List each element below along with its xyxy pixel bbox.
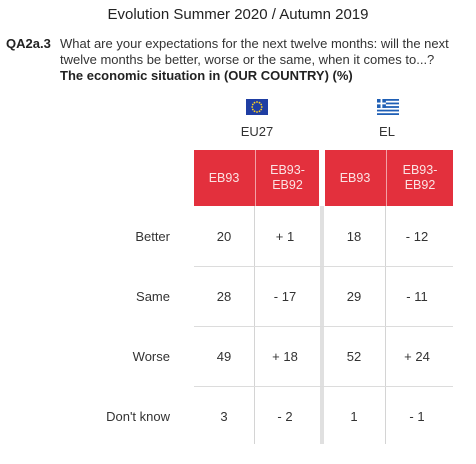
table-cell: - 12 (405, 229, 429, 244)
table-cell: + 18 (272, 349, 298, 364)
table-cell: + 1 (275, 229, 295, 244)
table-cell: - 11 (406, 289, 428, 304)
table-cell: 20 (216, 229, 232, 244)
question-code: QA2a.3 (6, 36, 51, 51)
header-block-eu27: EB93 EB93- EB92 (194, 150, 319, 206)
row-divider (194, 266, 453, 267)
row-divider (194, 386, 453, 387)
column-header-eu-eb93: EB93 (208, 170, 240, 185)
row-label: Same (136, 289, 170, 304)
group-label-el: EL (379, 124, 395, 139)
column-header-el-diff: EB93- EB92 (402, 163, 438, 192)
question-text: What are your expectations for the next … (60, 36, 449, 67)
header-block-el: EB93 EB93- EB92 (325, 150, 453, 206)
eu-flag-icon (246, 99, 268, 115)
table-cell: 1 (350, 409, 358, 424)
table-cell: - 2 (277, 409, 293, 424)
row-label: Worse (132, 349, 170, 364)
group-label-eu27: EU27 (240, 124, 274, 139)
table-cell: - 1 (409, 409, 425, 424)
table-cell: - 17 (273, 289, 297, 304)
table-cell: 52 (346, 349, 362, 364)
table-cell: + 24 (404, 349, 430, 364)
grid-divider (320, 206, 324, 444)
question-subtitle: The economic situation in (OUR COUNTRY) … (60, 68, 353, 83)
chart-headline: Evolution Summer 2020 / Autumn 2019 (107, 6, 369, 23)
row-label: Better (135, 229, 170, 244)
table-cell: 18 (346, 229, 362, 244)
table-cell: 28 (216, 289, 232, 304)
grid-divider (254, 206, 255, 444)
table-cell: 49 (216, 349, 232, 364)
row-divider (194, 326, 453, 327)
grid-divider (385, 206, 386, 444)
greece-flag-icon (377, 99, 399, 115)
table-cell: 3 (220, 409, 228, 424)
row-label: Don't know (106, 409, 170, 424)
column-header-eu-diff: EB93- EB92 (270, 163, 305, 192)
column-header-el-eb93: EB93 (339, 170, 371, 185)
table-cell: 29 (346, 289, 362, 304)
